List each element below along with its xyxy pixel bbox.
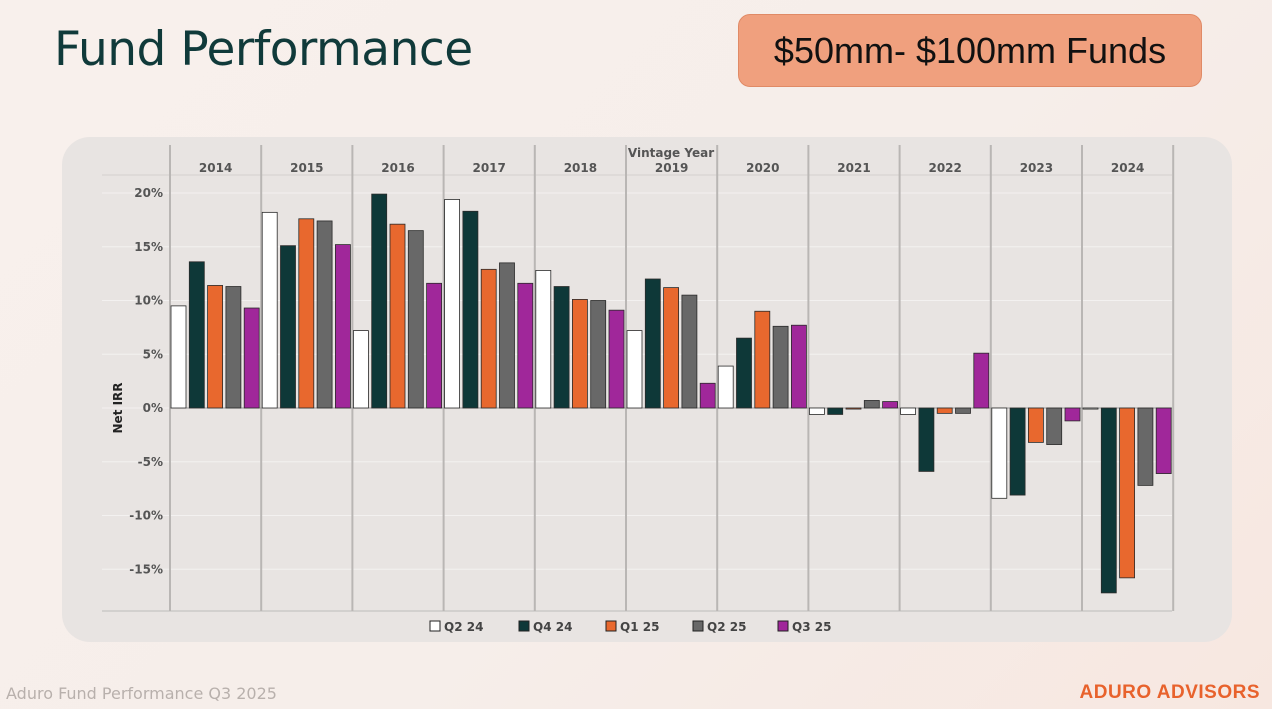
page-title: Fund Performance xyxy=(54,22,473,77)
legend-swatch xyxy=(429,620,441,632)
bar-q1-25 xyxy=(663,287,679,409)
bar-q2-25 xyxy=(590,300,607,409)
legend-label: Q4 24 xyxy=(533,620,572,634)
bar-q3-25 xyxy=(608,309,625,409)
legend-swatch xyxy=(692,620,704,632)
y-tick-label: 5% xyxy=(143,347,163,361)
bar-q4-24 xyxy=(827,407,844,415)
y-tick-label: -10% xyxy=(129,509,163,523)
category-label: 2019 xyxy=(655,161,688,175)
category-label: 2017 xyxy=(472,161,505,175)
category-label: 2021 xyxy=(837,161,870,175)
footer-caption: Aduro Fund Performance Q3 2025 xyxy=(6,684,277,703)
category-label: 2024 xyxy=(1111,161,1144,175)
bar-q1-25 xyxy=(936,407,953,414)
y-axis-title: Net IRR xyxy=(111,382,125,433)
bar-q3-25 xyxy=(426,282,443,409)
bar-q2-25 xyxy=(499,262,515,409)
bar-q3-25 xyxy=(791,324,807,409)
chart-panel: 20% 15% 10% 5% 0% -5% -10% -15% Vintage Year 2014… xyxy=(62,137,1232,642)
bar-q1-25 xyxy=(754,310,771,409)
bar-q4-24 xyxy=(188,261,205,409)
y-tick-label: -5% xyxy=(138,455,163,469)
bar-q2-24 xyxy=(261,211,278,409)
bar-q2-24 xyxy=(626,330,643,409)
category-label: 2014 xyxy=(199,161,232,175)
y-tick-label: 0% xyxy=(143,401,163,415)
bar-q2-25 xyxy=(955,407,971,414)
y-tick-label: 15% xyxy=(134,240,163,254)
y-tick-label: 10% xyxy=(134,294,163,308)
bar-q3-25 xyxy=(1064,407,1081,422)
x-axis-title: Vintage Year xyxy=(628,146,714,160)
bar-q3-25 xyxy=(1155,407,1172,474)
bar-q2-24 xyxy=(1082,407,1099,410)
bar-q3-25 xyxy=(699,382,716,409)
bar-chart: 20% 15% 10% 5% 0% -5% -10% -15% Vintage Year 2014… xyxy=(102,145,1175,634)
category-label: 2020 xyxy=(746,161,779,175)
bar-q3-25 xyxy=(973,352,990,409)
fund-size-badge: $50mm- $100mm Funds xyxy=(738,14,1202,87)
bar-q3-25 xyxy=(334,244,351,409)
bar-q4-24 xyxy=(1100,407,1117,594)
bar-q2-24 xyxy=(900,407,916,415)
bar-q4-24 xyxy=(371,193,388,409)
brand-logo-text: ADURO ADVISORS xyxy=(1079,682,1260,703)
bar-q2-24 xyxy=(535,269,552,409)
bar-q1-25 xyxy=(298,218,315,409)
y-tick-label: 20% xyxy=(134,186,163,200)
category-label: 2015 xyxy=(290,161,323,175)
bar-q4-24 xyxy=(736,337,752,409)
bar-q2-25 xyxy=(1046,407,1063,445)
bar-q2-24 xyxy=(809,407,825,415)
bar-q2-24 xyxy=(717,365,734,409)
bar-q3-25 xyxy=(517,282,534,409)
category-label: 2016 xyxy=(381,161,414,175)
bar-q2-24 xyxy=(991,407,1008,499)
bar-q2-25 xyxy=(407,230,424,409)
bar-q1-25 xyxy=(1028,407,1044,443)
bar-q2-25 xyxy=(225,286,242,409)
legend-swatch xyxy=(777,620,789,632)
bar-q1-25 xyxy=(480,268,497,409)
legend-label: Q1 25 xyxy=(620,620,659,634)
bar-q2-24 xyxy=(170,305,187,409)
bar-q2-25 xyxy=(316,220,333,409)
bar-q2-24 xyxy=(444,199,461,409)
category-label: 2018 xyxy=(564,161,597,175)
bar-q3-25 xyxy=(243,307,260,409)
bar-q4-24 xyxy=(280,245,296,409)
bar-q2-24 xyxy=(352,330,369,409)
bar-q1-25 xyxy=(389,223,406,409)
bar-q2-25 xyxy=(1137,407,1154,486)
bar-q4-24 xyxy=(644,278,661,409)
category-label: 2022 xyxy=(928,161,961,175)
legend-label: Q3 25 xyxy=(792,620,831,634)
bar-q3-25 xyxy=(882,401,898,409)
legend-label: Q2 25 xyxy=(707,620,746,634)
category-label: 2023 xyxy=(1020,161,1053,175)
bar-q4-24 xyxy=(918,407,935,472)
y-tick-label: -15% xyxy=(129,562,163,576)
bar-q4-24 xyxy=(462,210,479,409)
legend-swatch xyxy=(605,620,617,632)
bar-q1-25 xyxy=(1119,407,1135,579)
bar-q2-25 xyxy=(681,294,698,409)
bar-q1-25 xyxy=(207,285,224,409)
legend-label: Q2 24 xyxy=(444,620,483,634)
bar-q4-24 xyxy=(1009,407,1026,496)
bar-q2-25 xyxy=(772,325,789,409)
bar-q4-24 xyxy=(553,286,570,409)
bar-q1-25 xyxy=(845,407,862,410)
bar-q1-25 xyxy=(571,299,588,409)
bar-q2-25 xyxy=(863,400,880,409)
legend-swatch xyxy=(518,620,530,632)
